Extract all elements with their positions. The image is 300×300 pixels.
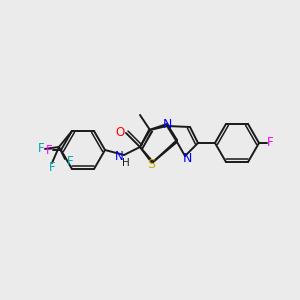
- Text: N: N: [182, 152, 192, 164]
- Text: N: N: [162, 118, 172, 130]
- Text: S: S: [147, 158, 155, 170]
- Text: H: H: [122, 158, 130, 168]
- Text: F: F: [49, 161, 55, 174]
- Text: F: F: [267, 136, 273, 149]
- Text: N: N: [115, 149, 123, 163]
- Text: F: F: [38, 142, 44, 155]
- Text: O: O: [116, 125, 124, 139]
- Text: F: F: [46, 143, 52, 157]
- Text: F: F: [67, 155, 73, 168]
